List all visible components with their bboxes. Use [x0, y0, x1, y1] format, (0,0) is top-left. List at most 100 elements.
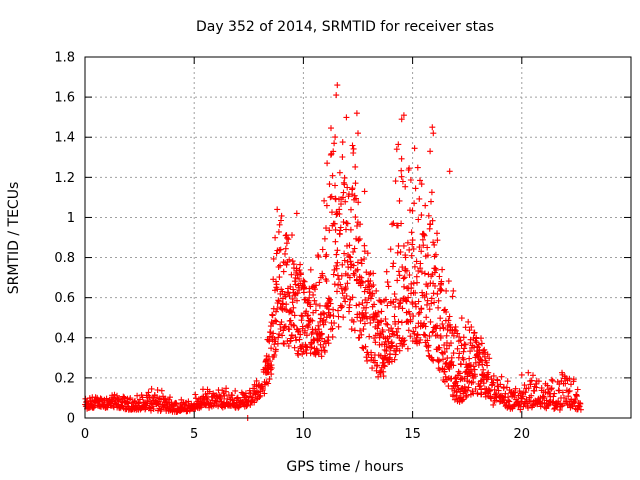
data-point [331, 320, 338, 327]
data-point [550, 393, 557, 400]
data-point [329, 325, 336, 332]
data-point [458, 342, 465, 349]
data-point [432, 283, 438, 289]
data-point [394, 249, 401, 256]
data-point [204, 396, 211, 403]
data-point [352, 214, 359, 221]
data-point [416, 339, 423, 346]
data-point [527, 381, 534, 388]
data-point [380, 373, 387, 380]
data-point [441, 349, 448, 356]
data-point [460, 356, 467, 363]
data-point [409, 207, 416, 214]
data-point [395, 268, 402, 275]
data-point [399, 178, 406, 185]
axis-ticks [84, 56, 631, 419]
data-point [219, 387, 226, 394]
data-point [458, 315, 465, 322]
data-point [305, 312, 312, 319]
y-tick-labels: 0 0.2 0.4 0.6 0.8 1 1.2 1.4 1.6 1.8 [54, 51, 75, 427]
data-point [424, 297, 431, 304]
data-point [404, 345, 411, 352]
data-point [426, 333, 433, 340]
data-point [405, 294, 412, 301]
data-point [398, 116, 405, 123]
data-point [343, 114, 350, 121]
data-point [440, 325, 447, 332]
data-point [338, 304, 345, 311]
data-point [384, 279, 391, 286]
data-point [383, 320, 390, 327]
data-point [406, 272, 413, 278]
data-point [549, 377, 556, 384]
data-point [484, 351, 491, 358]
data-point [363, 304, 370, 311]
data-point [462, 341, 469, 348]
data-point [462, 324, 469, 331]
data-point [490, 372, 497, 379]
data-point [448, 340, 454, 347]
data-point [333, 92, 340, 99]
data-point [369, 291, 376, 298]
data-point [530, 402, 536, 408]
data-point [349, 185, 356, 192]
data-point [502, 390, 509, 397]
data-point [529, 403, 536, 410]
data-point [398, 319, 405, 326]
data-point [273, 250, 280, 257]
data-point [445, 317, 452, 324]
data-point [451, 326, 458, 333]
data-point [217, 395, 224, 402]
data-point [435, 297, 442, 304]
data-point [406, 246, 413, 253]
data-point [341, 181, 348, 188]
data-point [407, 333, 414, 340]
data-point [316, 279, 323, 286]
data-point [321, 348, 328, 355]
data-point [292, 281, 299, 288]
data-point [512, 385, 519, 392]
data-point [360, 326, 367, 333]
data-point [297, 271, 304, 278]
data-point [410, 280, 417, 287]
data-point [525, 369, 532, 376]
data-point [570, 376, 577, 383]
data-point [330, 313, 337, 319]
data-point [286, 256, 293, 263]
data-point [453, 378, 460, 385]
data-point [97, 395, 104, 402]
data-point [287, 338, 294, 345]
data-point [450, 350, 457, 357]
data-point [367, 278, 374, 284]
data-point [411, 145, 418, 152]
data-point [354, 223, 360, 229]
data-point [394, 277, 401, 284]
data-point [350, 249, 357, 255]
data-point [346, 253, 353, 260]
data-point [278, 217, 284, 224]
data-point [538, 400, 544, 407]
data-point [389, 328, 396, 335]
data-point [430, 290, 437, 297]
data-points [82, 82, 584, 421]
data-point [430, 357, 437, 364]
data-point [131, 398, 138, 405]
data-point [339, 303, 346, 310]
data-point [321, 311, 328, 318]
data-point [285, 290, 292, 297]
data-point [538, 385, 545, 391]
data-point [400, 338, 407, 345]
data-point [443, 332, 450, 339]
data-point [374, 362, 381, 369]
data-point [356, 301, 363, 308]
data-point [522, 389, 529, 396]
data-point [402, 254, 409, 261]
data-point [316, 302, 323, 309]
data-point [344, 220, 351, 227]
data-point [358, 257, 365, 264]
data-point [277, 262, 284, 269]
data-point [429, 329, 436, 336]
data-point [327, 151, 334, 158]
data-point [270, 320, 276, 327]
